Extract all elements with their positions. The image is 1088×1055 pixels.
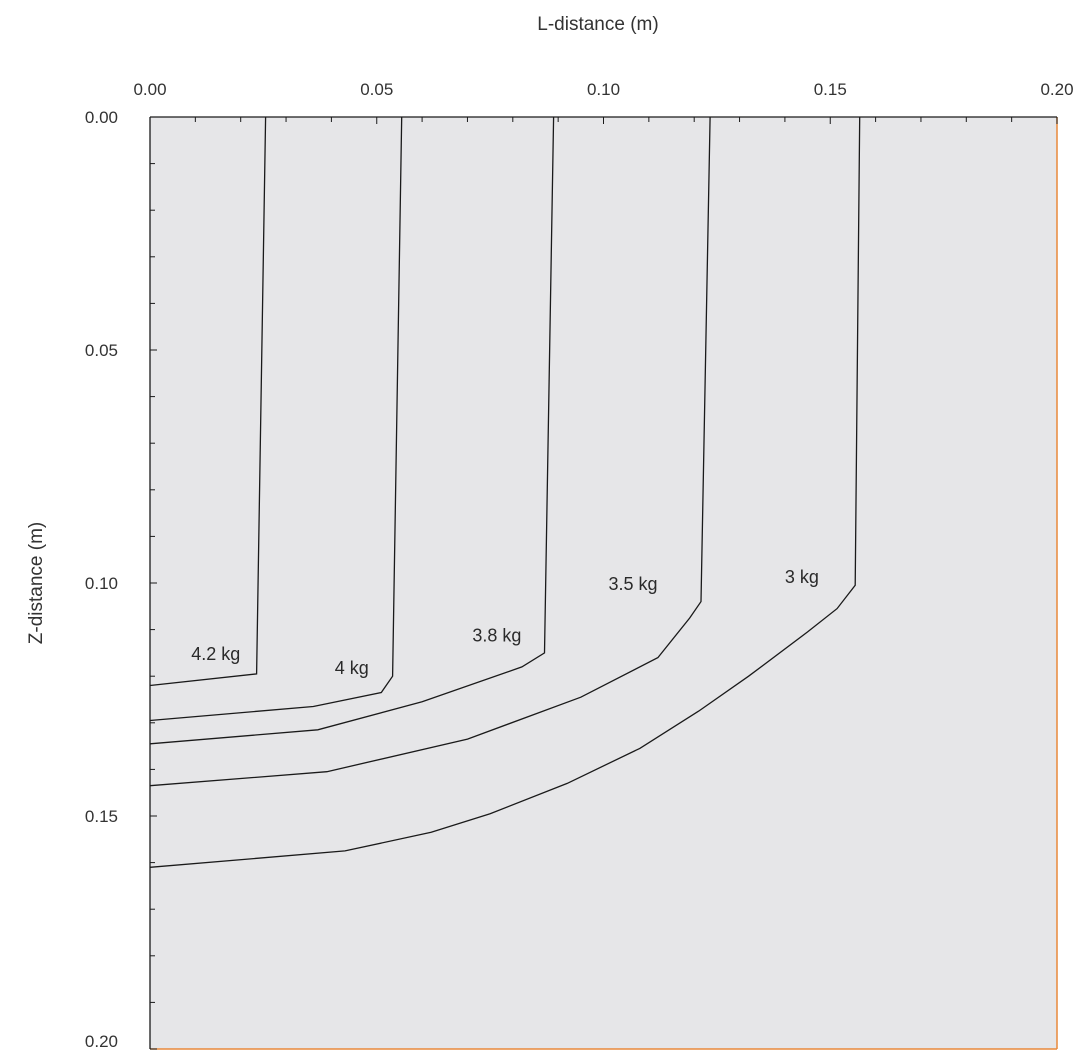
x-tick-label: 0.15 [814, 80, 847, 99]
series-label: 4 kg [335, 658, 369, 678]
series-line [149, 116, 403, 722]
y-tick-label: 0.15 [85, 807, 118, 826]
y-tick-label: 0.20 [85, 1032, 118, 1051]
series-line [149, 116, 555, 745]
series-line [149, 116, 861, 868]
series-label: 3.8 kg [472, 625, 521, 645]
series-label: 3.5 kg [608, 574, 657, 594]
series-lines [149, 116, 861, 868]
x-tick-label: 0.20 [1040, 80, 1073, 99]
series-line [149, 116, 267, 687]
x-axis-tick-labels: 0.00 0.05 0.10 0.15 0.20 [133, 80, 1073, 99]
x-tick-label: 0.00 [133, 80, 166, 99]
y-tick-label: 0.10 [85, 574, 118, 593]
x-axis-title: L-distance (m) [537, 14, 658, 35]
y-tick-label: 0.00 [85, 108, 118, 127]
y-axis-title: Z-distance (m) [26, 522, 47, 644]
series-labels: 4.2 kg 4 kg 3.8 kg 3.5 kg 3 kg [191, 567, 819, 678]
series-line [149, 116, 711, 787]
plot-area [150, 117, 1057, 1049]
x-axis-ticks [149, 117, 1058, 124]
series-label: 4.2 kg [191, 644, 240, 664]
x-tick-label: 0.05 [360, 80, 393, 99]
series-label: 3 kg [785, 567, 819, 587]
y-axis-ticks [150, 116, 157, 1050]
x-tick-label: 0.10 [587, 80, 620, 99]
y-tick-label: 0.05 [85, 341, 118, 360]
y-axis-tick-labels: 0.00 0.05 0.10 0.15 0.20 [85, 108, 118, 1051]
